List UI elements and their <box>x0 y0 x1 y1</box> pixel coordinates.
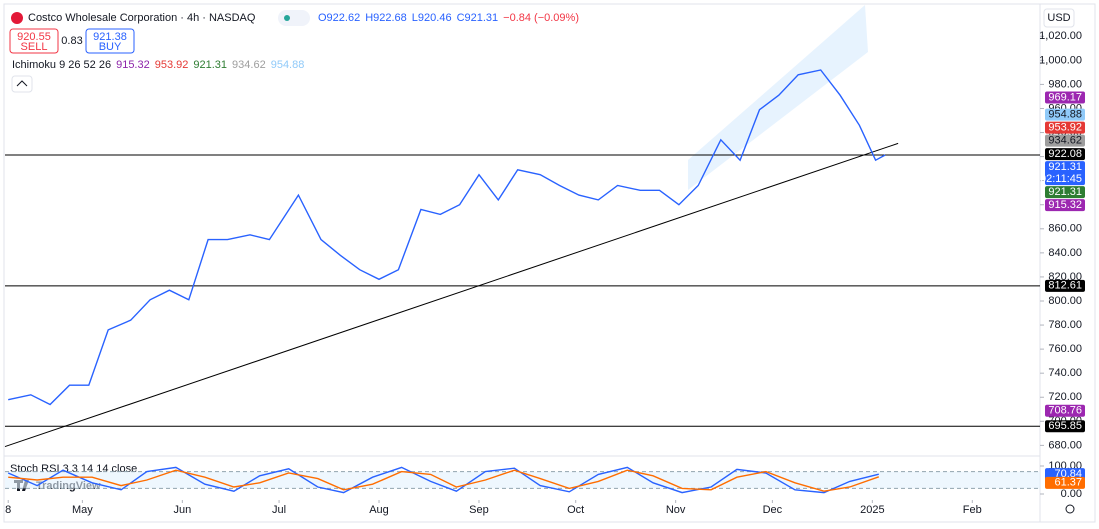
trend-line <box>4 142 899 448</box>
stoch-line <box>8 469 880 492</box>
price-badge <box>1045 186 1085 199</box>
y-tick-label: 800.00 <box>1048 295 1082 307</box>
stoch-badge-label: 61.37 <box>1054 477 1082 489</box>
spread: 0.83 <box>61 35 82 47</box>
symbol-logo <box>11 12 23 24</box>
price-badge-label: 953.92 <box>1048 122 1082 134</box>
price-badge-label: 934.62 <box>1048 135 1082 147</box>
collapse-button[interactable] <box>11 75 33 93</box>
currency: USD <box>1047 12 1070 24</box>
price-badge <box>1045 161 1085 186</box>
y-tick-label: 760.00 <box>1048 343 1082 355</box>
y-tick-label: 740.00 <box>1048 367 1082 379</box>
indicator-legend: Ichimoku 9 26 52 26 915.32 953.92 921.31 934… <box>12 59 304 71</box>
channel <box>688 5 868 190</box>
sell-price: 920.55 <box>17 31 51 43</box>
price-badge-label: 812.61 <box>1048 280 1082 292</box>
x-tick-label: May <box>72 504 93 516</box>
sell-label: SELL <box>21 41 48 53</box>
x-tick-label: Jul <box>272 504 286 516</box>
frame <box>3 3 1096 523</box>
buy-price: 921.38 <box>93 31 127 43</box>
price-badge-label: 969.17 <box>1048 91 1082 103</box>
price-badge <box>1045 420 1085 433</box>
price-badge <box>1045 121 1085 134</box>
x-tick-label: Jun <box>173 504 191 516</box>
stoch-line <box>7 466 879 494</box>
price-line <box>8 69 886 406</box>
price-badge-label: 708.76 <box>1048 405 1082 417</box>
ohlc: O922.62 H922.68 L920.46 C921.31 −0.84 (−0.09… <box>318 12 579 24</box>
y-tick-label: 1,020.00 <box>1039 30 1082 42</box>
ohlc-value: O922.62 <box>318 12 360 24</box>
y-tick-label: 980.00 <box>1048 78 1082 90</box>
price-badge <box>1045 148 1085 161</box>
x-tick-label: Aug <box>369 504 389 516</box>
price-badge-label: 695.85 <box>1048 420 1082 432</box>
stoch-badge <box>1045 476 1085 489</box>
status-dot <box>284 15 290 21</box>
y-tick-label: 680.00 <box>1048 439 1082 451</box>
x-tick-label: 2025 <box>860 504 884 516</box>
x-tick-label: Oct <box>567 504 584 516</box>
x-tick-label: Feb <box>963 504 982 516</box>
indicator-value: 915.32 <box>116 59 150 71</box>
price-badge <box>1045 279 1085 292</box>
x-tick-label: Sep <box>469 504 489 516</box>
collapse-icon <box>16 80 28 87</box>
price-badge-label: 921.31 <box>1048 161 1082 173</box>
indicator-value: 954.88 <box>271 59 305 71</box>
y-tick-label: 780.00 <box>1048 319 1082 331</box>
y-tick-label: 840.00 <box>1048 247 1082 259</box>
indicator-value: 921.31 <box>193 59 227 71</box>
status-pill[interactable] <box>278 10 310 26</box>
ohlc-value: L920.46 <box>412 12 452 24</box>
ohlc-value: −0.84 (−0.09%) <box>503 12 579 24</box>
price-badge <box>1045 134 1085 147</box>
stoch-band <box>5 471 1040 489</box>
indicator-value: 953.92 <box>155 59 189 71</box>
currency-button[interactable] <box>1043 8 1075 28</box>
price-badge <box>1045 404 1085 417</box>
price-badge-label: 921.31 <box>1048 186 1082 198</box>
y-tick-label: 860.00 <box>1048 223 1082 235</box>
settings-icon[interactable] <box>1065 504 1075 514</box>
price-badge-label: 954.88 <box>1048 109 1082 121</box>
price-badge <box>1045 108 1085 121</box>
y-tick-label: 1,000.00 <box>1039 54 1082 66</box>
x-tick-label: Dec <box>763 504 783 516</box>
buy-label: BUY <box>99 41 122 53</box>
symbol-title: Costco Wholesale Corporation · 4h · NASD… <box>28 12 256 24</box>
stoch-y-tick-label: 0.00 <box>1061 488 1082 500</box>
countdown: 02:11:45 <box>1040 173 1082 185</box>
indicator-name: Ichimoku 9 26 52 26 <box>12 59 111 71</box>
price-badge-label: 915.32 <box>1048 199 1082 211</box>
price-badge <box>1045 199 1085 212</box>
price-badge-label: 922.08 <box>1048 148 1082 160</box>
x-tick-label: 8 <box>5 504 11 516</box>
y-tick-label: 720.00 <box>1048 391 1082 403</box>
price-badge <box>1045 91 1085 104</box>
sell-button[interactable] <box>9 28 59 54</box>
ohlc-value: C921.31 <box>457 12 499 24</box>
x-tick-label: Nov <box>666 504 686 516</box>
ohlc-value: H922.68 <box>365 12 407 24</box>
buy-button[interactable] <box>85 28 135 54</box>
indicator-value: 934.62 <box>232 59 266 71</box>
